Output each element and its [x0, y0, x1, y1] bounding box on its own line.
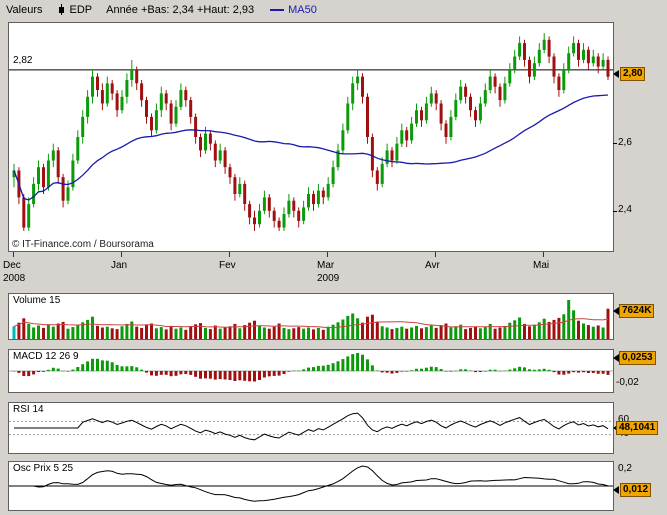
rsi-panel: RSI 14 [8, 402, 614, 454]
x-axis-year-label: 2008 [3, 273, 26, 284]
price-axis-label-2-6: 2,6 [618, 137, 632, 148]
volume-chart[interactable] [9, 294, 613, 339]
macd-pointer-icon [613, 354, 619, 362]
values-label: Valeurs [6, 3, 43, 16]
ma50-label: MA50 [288, 3, 317, 16]
last-price-pointer-icon [613, 70, 619, 78]
copyright-label: © IT-Finance.com / Boursorama [12, 239, 154, 250]
x-axis-month-label: Fev [219, 260, 236, 271]
x-axis-year-label: 2009 [317, 273, 340, 284]
volume-label: Volume 15 [13, 295, 61, 306]
legend-toolbar: Valeurs EDP Année +Bas: 2,34 +Haut: 2,93… [0, 0, 667, 19]
symbol-label: EDP [69, 3, 93, 16]
oscillator-axis-label: 0,2 [618, 463, 632, 474]
oscillator-pointer-icon [613, 486, 619, 494]
x-axis-tick [435, 252, 436, 257]
x-axis-month-label: Jan [111, 260, 128, 271]
candlestick-chart[interactable] [9, 23, 613, 251]
reference-price-label: 2,82 [13, 55, 33, 66]
x-axis-month-label: Mar [317, 260, 335, 271]
volume-badge: 7624K [619, 304, 655, 318]
x-axis-month-label: Avr [425, 260, 440, 271]
macd-histogram-chart[interactable] [9, 350, 613, 392]
volume-panel: Volume 15 [8, 293, 614, 340]
x-axis-tick [543, 252, 544, 257]
macd-label: MACD 12 26 9 [13, 351, 79, 362]
x-axis: Dec Jan Fev Mar Avr Mai 2008 2009 [3, 252, 614, 290]
oscillator-badge: 0,012 [620, 483, 652, 497]
rsi-label: RSI 14 [13, 404, 44, 415]
x-axis-tick [327, 252, 328, 257]
macd-badge: 0,0253 [619, 351, 656, 365]
price-oscillator-panel: Osc Prix 5 25 [8, 461, 614, 511]
rsi-badge: 48,1041 [616, 421, 659, 435]
price-axis-tick [613, 211, 617, 212]
last-price-badge: 2,80 [620, 67, 646, 81]
macd-panel: MACD 12 26 9 [8, 349, 614, 393]
year-range-label: Année +Bas: 2,34 +Haut: 2,93 [106, 3, 255, 16]
candlestick-series-icon [58, 4, 65, 15]
macd-axis-label: -0,02 [616, 377, 639, 388]
x-axis-month-label: Dec [3, 260, 21, 271]
rsi-axis-label-60: 60 [618, 414, 630, 425]
x-axis-tick [13, 252, 14, 257]
price-axis-label-2-4: 2,4 [618, 204, 632, 215]
x-axis-month-label: Mai [533, 260, 550, 271]
price-axis-tick [613, 143, 617, 144]
ma50-line-icon [270, 8, 285, 11]
oscillator-label: Osc Prix 5 25 [13, 463, 74, 474]
rsi-line-chart[interactable] [9, 403, 613, 453]
oscillator-line-chart[interactable] [9, 462, 613, 510]
x-axis-tick [229, 252, 230, 257]
price-chart-panel: 2,82 © IT-Finance.com / Boursorama [8, 22, 614, 252]
x-axis-tick [121, 252, 122, 257]
volume-pointer-icon [613, 307, 619, 315]
